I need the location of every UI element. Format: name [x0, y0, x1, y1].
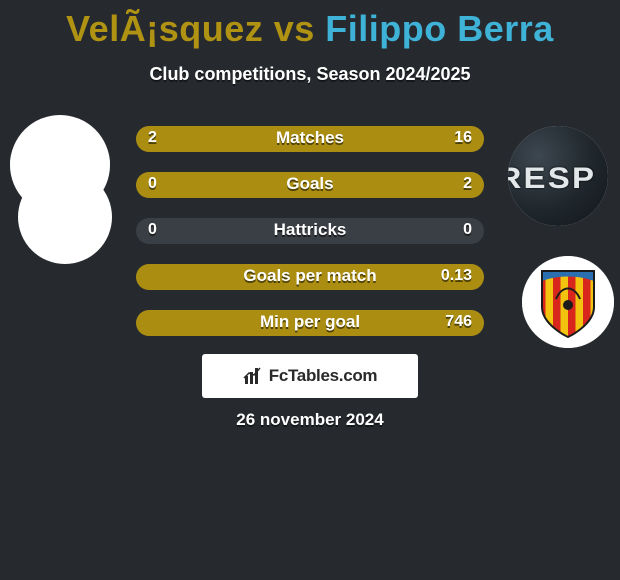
- stat-value-right: 0.13: [441, 264, 472, 290]
- stat-row: Matches2 16: [136, 126, 484, 152]
- brand-box[interactable]: FcTables.com: [202, 354, 418, 398]
- stat-value-left: 0: [148, 172, 157, 198]
- stat-value-left: 2: [148, 126, 157, 152]
- player2-club-avatar: [522, 256, 614, 348]
- blur-placeholder-icon: [21, 207, 109, 233]
- stat-value-left: 0: [148, 218, 157, 244]
- generated-date: 26 november 2024: [0, 410, 620, 430]
- stat-label: Goals: [136, 172, 484, 198]
- photo-overlay-text: RESP: [508, 162, 596, 196]
- stat-row: Min per goal746: [136, 310, 484, 336]
- club-crest-icon: [538, 265, 598, 339]
- player1-name: VelÃ¡squez: [66, 8, 263, 49]
- vs-word: vs: [274, 8, 315, 49]
- comparison-card: VelÃ¡squez vs Filippo Berra Club competi…: [0, 0, 620, 580]
- stat-value-right: 2: [463, 172, 472, 198]
- stat-row: Goals0 2: [136, 172, 484, 198]
- stat-row: Hattricks0 0: [136, 218, 484, 244]
- stat-label: Goals per match: [136, 264, 484, 290]
- player2-photo-avatar: RESP: [508, 126, 608, 226]
- stats-list: Matches216Goals02Hattricks00Goals per ma…: [136, 126, 484, 356]
- bar-chart-icon: [243, 366, 265, 386]
- stat-value-right: 0: [463, 218, 472, 244]
- stat-value-right: 746: [445, 310, 472, 336]
- page-title: VelÃ¡squez vs Filippo Berra: [0, 0, 620, 50]
- season-subtitle: Club competitions, Season 2024/2025: [0, 64, 620, 85]
- stat-label: Matches: [136, 126, 484, 152]
- stat-label: Hattricks: [136, 218, 484, 244]
- stat-value-right: 16: [454, 126, 472, 152]
- brand-text: FcTables.com: [269, 366, 378, 386]
- player2-name: Filippo Berra: [325, 8, 554, 49]
- player1-club-avatar: [18, 170, 112, 264]
- stat-row: Goals per match0.13: [136, 264, 484, 290]
- stat-label: Min per goal: [136, 310, 484, 336]
